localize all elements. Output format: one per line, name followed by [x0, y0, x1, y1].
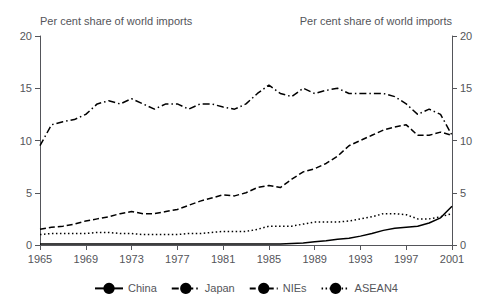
- svg-text:China: China: [128, 282, 158, 294]
- svg-text:15: 15: [20, 82, 32, 94]
- svg-text:10: 10: [460, 135, 472, 147]
- svg-text:15: 15: [460, 82, 472, 94]
- svg-text:20: 20: [20, 30, 32, 42]
- svg-text:2001: 2001: [440, 253, 464, 265]
- svg-text:1985: 1985: [257, 253, 281, 265]
- svg-text:5: 5: [460, 187, 466, 199]
- svg-text:1989: 1989: [302, 253, 326, 265]
- svg-text:0: 0: [26, 239, 32, 251]
- svg-text:1993: 1993: [348, 253, 372, 265]
- svg-text:NIEs: NIEs: [283, 282, 307, 294]
- svg-text:1997: 1997: [394, 253, 418, 265]
- svg-text:Per cent share of world import: Per cent share of world imports: [300, 15, 453, 27]
- svg-text:Per cent share of world import: Per cent share of world imports: [40, 15, 193, 27]
- svg-text:ASEAN4: ASEAN4: [355, 282, 398, 294]
- svg-text:0: 0: [460, 239, 466, 251]
- svg-text:1969: 1969: [74, 253, 98, 265]
- svg-text:1977: 1977: [165, 253, 189, 265]
- svg-text:5: 5: [26, 187, 32, 199]
- svg-text:Japan: Japan: [205, 282, 235, 294]
- svg-text:10: 10: [20, 135, 32, 147]
- svg-text:1981: 1981: [211, 253, 235, 265]
- svg-text:1965: 1965: [28, 253, 52, 265]
- svg-text:1973: 1973: [119, 253, 143, 265]
- svg-text:20: 20: [460, 30, 472, 42]
